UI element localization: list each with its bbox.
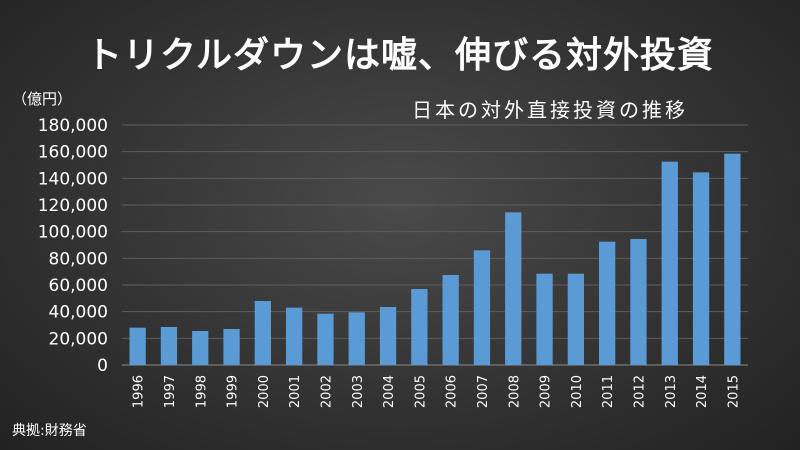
- x-tick-label: 2005: [413, 375, 428, 408]
- bar: [661, 161, 678, 365]
- y-tick-label: 40,000: [49, 303, 108, 323]
- bar: [317, 313, 334, 365]
- x-tick-label: 2007: [476, 375, 491, 408]
- x-tick-label: 1999: [226, 375, 241, 408]
- bar: [160, 327, 178, 365]
- y-tick-label: 20,000: [49, 329, 108, 349]
- bar: [599, 241, 616, 365]
- bar: [379, 307, 397, 365]
- bar: [692, 172, 710, 365]
- bar: [505, 212, 522, 365]
- x-tick-label: 2003: [351, 375, 366, 408]
- x-tick-label: 2013: [664, 375, 679, 408]
- y-tick-label: 0: [97, 356, 108, 376]
- y-tick-label: 160,000: [38, 143, 108, 163]
- bar: [129, 327, 146, 365]
- page-title: トリクルダウンは嘘、伸びる対外投資: [86, 35, 714, 76]
- bar: [442, 275, 459, 365]
- bar: [254, 301, 271, 365]
- x-tick-label: 2014: [695, 375, 710, 408]
- x-tick-label: 2001: [288, 375, 303, 408]
- x-tick-label: 2008: [507, 375, 522, 408]
- y-axis-unit-label: （億円）: [12, 90, 73, 108]
- x-tick-label: 2010: [570, 375, 585, 408]
- x-tick-label: 2004: [382, 375, 397, 408]
- x-tick-label: 2012: [632, 375, 647, 408]
- bar: [473, 250, 491, 365]
- x-tick-label: 2002: [319, 375, 334, 408]
- x-tick-label: 2000: [257, 375, 272, 408]
- bar: [630, 239, 647, 365]
- y-tick-label: 180,000: [38, 116, 108, 136]
- bar: [223, 329, 240, 365]
- x-tick-label: 2009: [539, 375, 554, 408]
- bar: [567, 273, 584, 365]
- bar: [192, 331, 209, 365]
- bar: [348, 312, 365, 365]
- x-tick-label: 2011: [601, 375, 616, 408]
- bar: [411, 289, 428, 365]
- y-tick-label: 100,000: [38, 223, 108, 243]
- y-tick-label: 120,000: [38, 196, 108, 216]
- bar: [286, 307, 303, 365]
- bar: [724, 153, 741, 365]
- y-tick-label: 140,000: [38, 169, 108, 189]
- x-tick-label: 1996: [132, 375, 147, 408]
- x-tick-label: 2006: [445, 375, 460, 408]
- x-tick-label: 1997: [163, 375, 178, 408]
- bar: [536, 273, 553, 365]
- y-tick-label: 80,000: [49, 249, 108, 269]
- source-note: 典拠:財務省: [12, 423, 87, 439]
- x-tick-label: 2015: [726, 375, 741, 408]
- chart-title: 日本の対外直接投資の推移: [412, 98, 688, 122]
- y-tick-label: 60,000: [49, 276, 108, 296]
- x-tick-label: 1998: [194, 375, 209, 408]
